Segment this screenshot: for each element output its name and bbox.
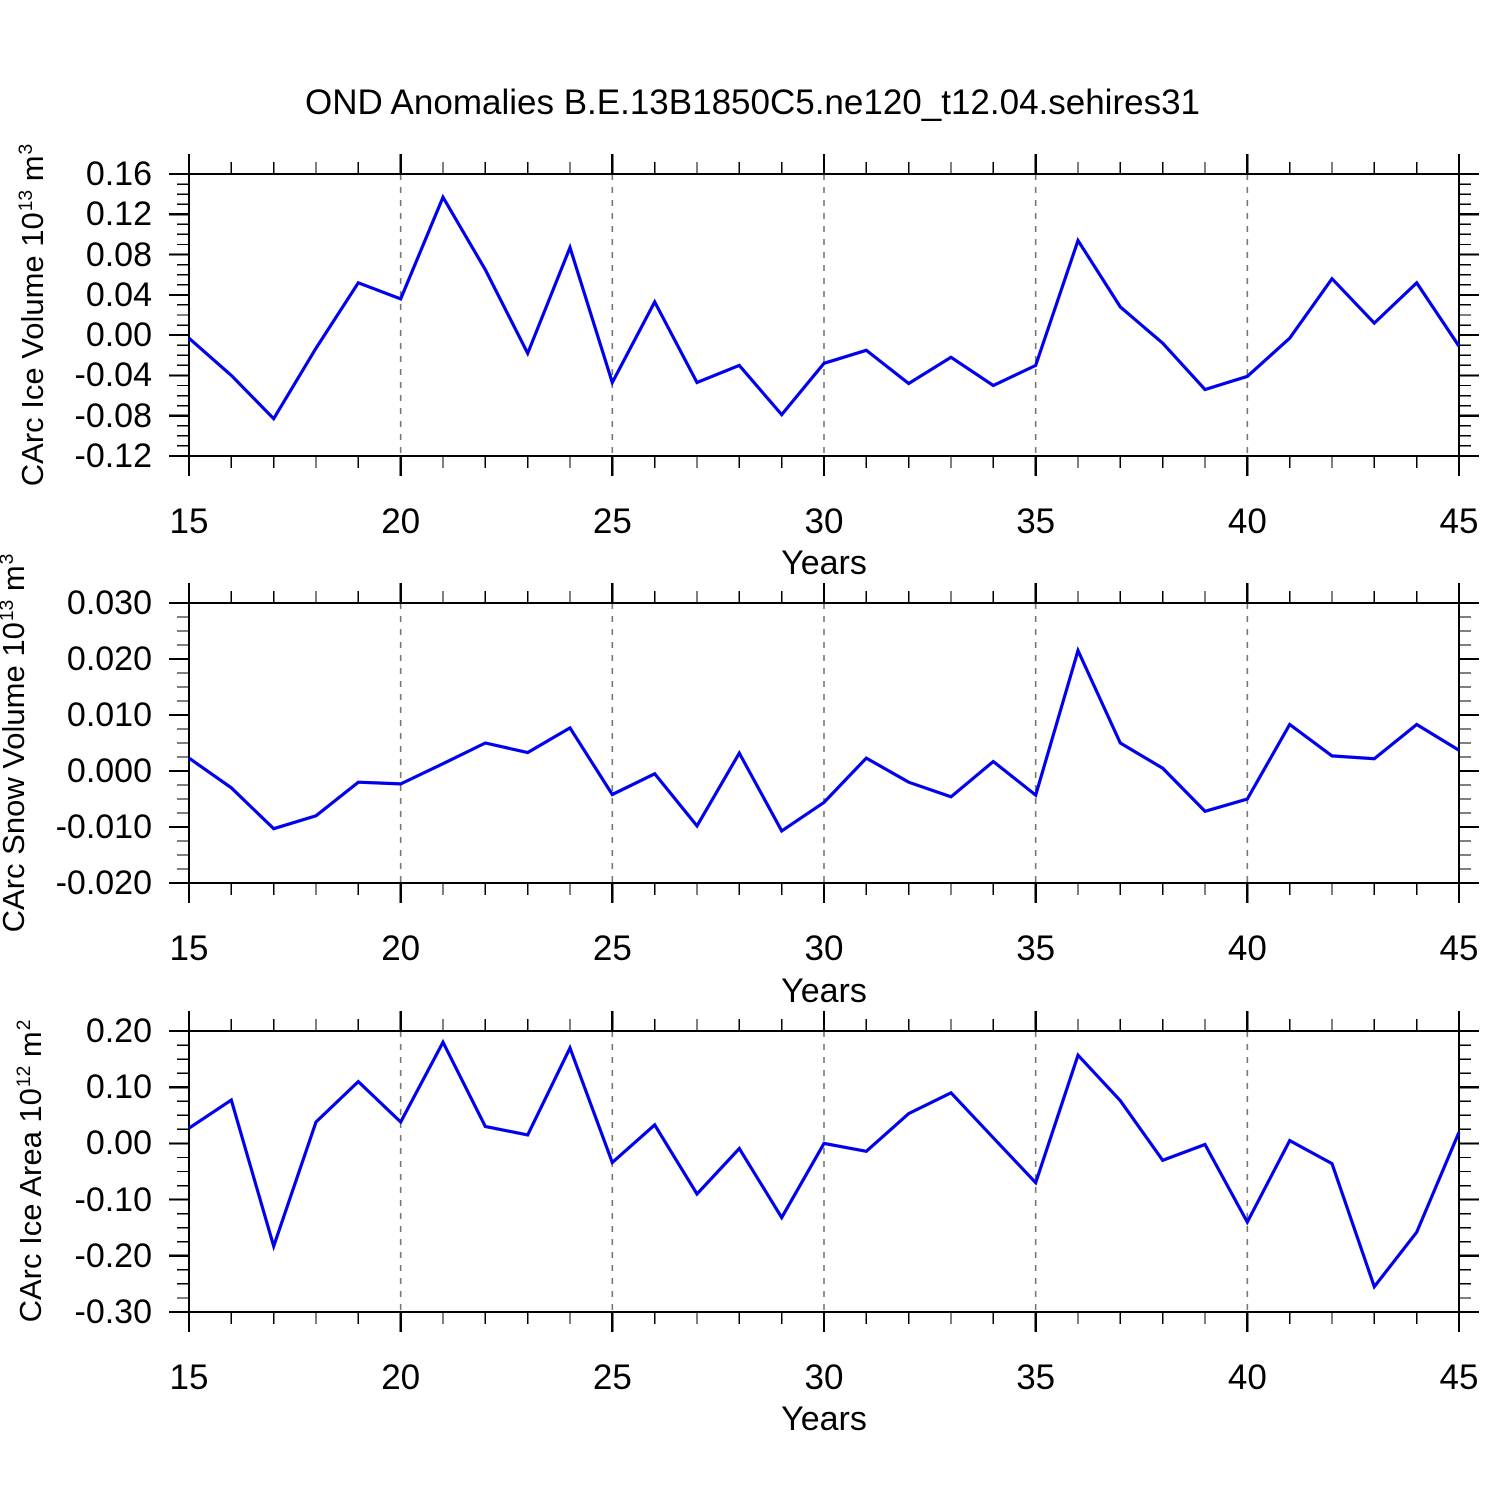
- x-tick-label: 40: [1227, 1358, 1267, 1397]
- x-axis-title-panel1: Years: [781, 544, 867, 582]
- y-tick-label: -0.04: [74, 356, 153, 395]
- x-tick-label: 45: [1439, 502, 1479, 541]
- x-tick-label: 25: [592, 929, 632, 968]
- y-tick-label: 0.000: [66, 752, 152, 790]
- y-tick-label: 0.10: [85, 1068, 152, 1107]
- x-tick-label: 35: [1016, 502, 1056, 541]
- y-tick-label: 0.04: [85, 275, 152, 314]
- x-tick-label: 45: [1439, 1358, 1479, 1397]
- x-axis-title-panel2: Years: [781, 972, 867, 1010]
- y-tick-label: 0.00: [85, 1124, 152, 1163]
- x-tick-label: 30: [804, 929, 844, 968]
- x-tick-label: 45: [1439, 929, 1479, 968]
- x-tick-label: 15: [169, 1358, 209, 1397]
- x-tick-label: 35: [1016, 1358, 1056, 1397]
- y-tick-label: -0.12: [74, 437, 153, 475]
- x-tick-label: 30: [804, 1358, 844, 1397]
- y-tick-label: -0.30: [74, 1293, 153, 1331]
- y-tick-label: 0.16: [85, 155, 152, 193]
- superscript: 3: [0, 554, 18, 565]
- superscript: 3: [16, 143, 38, 155]
- x-tick-label: 40: [1227, 929, 1267, 968]
- y-tick-label: -0.10: [74, 1180, 153, 1219]
- y-tick-label: -0.08: [74, 396, 153, 435]
- y-tick-label: 0.00: [85, 316, 152, 355]
- y-tick-label: -0.010: [55, 808, 152, 846]
- x-tick-label: 25: [592, 1358, 632, 1397]
- y-tick-label: -0.020: [55, 864, 152, 902]
- x-tick-label: 40: [1227, 502, 1267, 541]
- y-tick-label: 0.010: [66, 696, 152, 734]
- chart-title: OND Anomalies B.E.13B1850C5.ne120_t12.04…: [304, 83, 1201, 122]
- x-tick-label: 25: [592, 502, 632, 541]
- x-tick-label: 15: [169, 929, 209, 968]
- y-tick-label: -0.20: [74, 1236, 153, 1275]
- y-axis-title-ice-area: CArc Ice Area 1012 m2: [13, 1019, 48, 1323]
- y-tick-label: 0.20: [85, 1012, 152, 1050]
- x-tick-label: 35: [1016, 929, 1056, 968]
- x-tick-label: 30: [804, 502, 844, 541]
- x-tick-label: 20: [381, 502, 421, 541]
- series-line-carc-ice-area: [188, 1038, 1461, 1291]
- x-tick-label: 15: [169, 502, 209, 541]
- y-tick-label: 0.08: [85, 235, 152, 274]
- x-tick-label: 20: [381, 929, 421, 968]
- y-tick-label: 0.12: [85, 195, 152, 234]
- x-axis-title-panel3: Years: [781, 1400, 867, 1438]
- series-line-carc-snow-volume: [188, 646, 1460, 834]
- x-tick-label: 20: [381, 1358, 421, 1397]
- series-line-carc-ice-volume: [187, 193, 1461, 422]
- y-tick-label: 0.030: [66, 584, 152, 622]
- y-tick-label: 0.020: [66, 640, 152, 678]
